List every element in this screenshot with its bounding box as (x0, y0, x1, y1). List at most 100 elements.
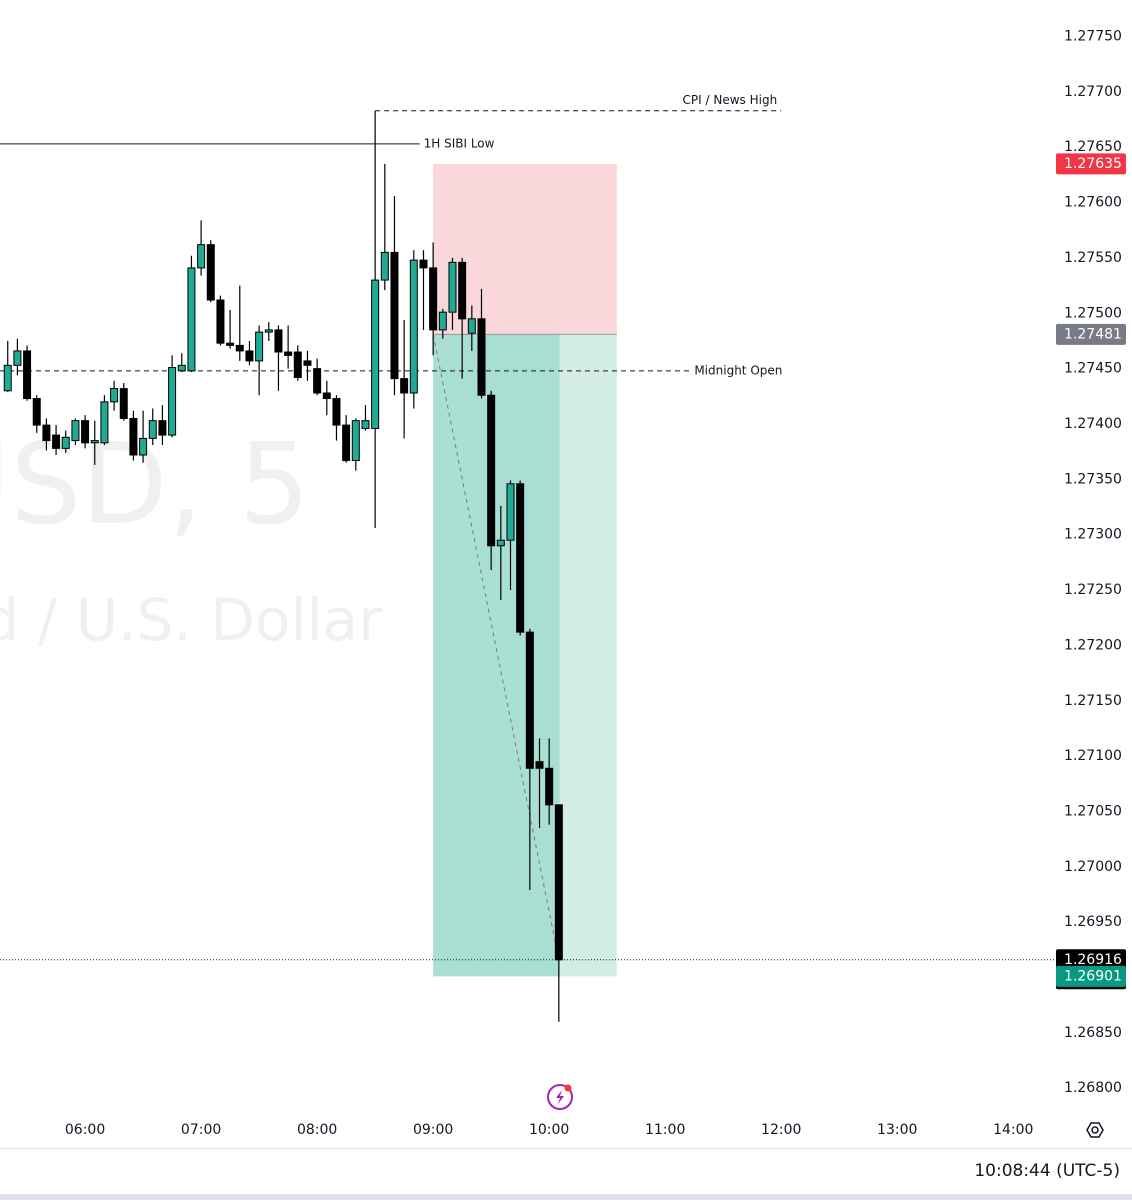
target-zone (559, 334, 617, 977)
candle-body (458, 261, 467, 320)
x-tick-label: 10:00 (529, 1122, 569, 1138)
x-tick-label: 13:00 (877, 1122, 917, 1138)
candle-body (197, 244, 206, 269)
candle-body (525, 631, 534, 769)
candle-body (235, 344, 244, 352)
y-tick-label: 1.27200 (1064, 637, 1122, 653)
y-tick-label: 1.27150 (1064, 693, 1122, 709)
candle-body (13, 350, 22, 366)
trade-path (432, 334, 560, 960)
y-tick-label: 1.27600 (1064, 195, 1122, 211)
candle-body (168, 367, 177, 436)
candle-body (206, 244, 215, 301)
x-tick-label: 11:00 (645, 1122, 685, 1138)
candle-body (177, 364, 186, 372)
candle-body (467, 318, 476, 334)
candle-body (438, 311, 447, 331)
candle-body (293, 351, 302, 379)
x-tick-label: 09:00 (413, 1122, 453, 1138)
entry-tag (1056, 323, 1126, 345)
y-tick-label: 1.27550 (1064, 250, 1122, 266)
candle-body (32, 398, 41, 426)
candle-body (42, 424, 51, 442)
y-tick-label: 1.26950 (1064, 914, 1122, 930)
candle-body (487, 394, 496, 547)
replay-icon[interactable] (547, 1084, 573, 1110)
watermark-desc: d / U.S. Dollar (0, 586, 382, 654)
annotation-label: CPI / News High (683, 93, 778, 107)
candle-body (332, 398, 341, 426)
y-tick-label: 1.27450 (1064, 361, 1122, 377)
candle-body (216, 299, 225, 344)
candle-body (284, 351, 293, 356)
candle-body (255, 331, 264, 362)
candle-body (90, 440, 99, 444)
y-tick-label: 1.26850 (1064, 1025, 1122, 1041)
candle-body (264, 329, 273, 333)
candle-body (477, 318, 486, 396)
x-tick-label: 06:00 (65, 1122, 105, 1138)
candle-body (322, 392, 331, 400)
candle-body (158, 420, 167, 436)
clock: 10:08:44 (UTC-5) (974, 1161, 1120, 1181)
y-tick-label: 1.27400 (1064, 416, 1122, 432)
y-tick-label: 1.27000 (1064, 859, 1122, 875)
candle-body (448, 261, 457, 313)
y-tick-label: 1.27300 (1064, 527, 1122, 543)
y-tick-label: 1.27350 (1064, 471, 1122, 487)
bottom-strip (0, 1194, 1132, 1200)
watermark-symbol: USD, 5 (0, 420, 310, 550)
x-tick-label: 07:00 (181, 1122, 221, 1138)
candle-body (303, 360, 312, 366)
y-tick-label: 1.27700 (1064, 84, 1122, 100)
y-tick-label: 1.27650 (1064, 139, 1122, 155)
x-tick-label: 12:00 (761, 1122, 801, 1138)
candle-body (71, 420, 80, 442)
y-tick-label: 1.27250 (1064, 582, 1122, 598)
annotation-label: Midnight Open (694, 363, 782, 377)
icon-ring (547, 1084, 573, 1110)
target-zone-filled (433, 334, 560, 977)
x-tick-label: 14:00 (993, 1122, 1033, 1138)
candle-body (245, 350, 254, 362)
annotation-label: 1H SIBI Low (424, 136, 495, 150)
candle-body (148, 420, 157, 439)
candle-body (100, 401, 109, 444)
candle-body (545, 767, 554, 806)
candle-body (409, 259, 418, 394)
candle-body (81, 420, 90, 444)
candle-body (61, 436, 70, 449)
axis-separator (0, 1148, 1132, 1149)
y-tick-label: 1.27050 (1064, 803, 1122, 819)
candle-body (419, 259, 428, 269)
candle-body (506, 483, 515, 541)
icon-hub (1091, 1126, 1099, 1134)
candle-body (313, 368, 322, 394)
stop-tag (1056, 153, 1126, 175)
candle-body (554, 804, 563, 961)
candle-body (119, 388, 128, 419)
candle-body (110, 388, 119, 403)
stop-tag-label: 1.27635 (1064, 156, 1122, 172)
entry-tag-label: 1.27481 (1064, 326, 1122, 342)
candle-body (187, 267, 196, 372)
y-tick-label: 1.26800 (1064, 1080, 1122, 1096)
candle-body (361, 420, 370, 429)
candle-body (351, 420, 360, 462)
y-tick-label: 1.27500 (1064, 305, 1122, 321)
candle-body (274, 329, 283, 353)
icon-gear (1086, 1122, 1104, 1138)
candle-body (496, 539, 505, 547)
candle-body (52, 434, 61, 449)
candle-body (129, 417, 138, 456)
y-tick-label: 1.27750 (1064, 29, 1122, 45)
candle-body (390, 251, 399, 380)
candle-body (535, 761, 544, 769)
last-price-tag-label: 1.26916 (1064, 952, 1122, 968)
settings-icon[interactable] (1086, 1122, 1104, 1138)
x-tick-label: 08:00 (297, 1122, 337, 1138)
candle-body (3, 364, 12, 392)
candle-body (400, 378, 409, 394)
